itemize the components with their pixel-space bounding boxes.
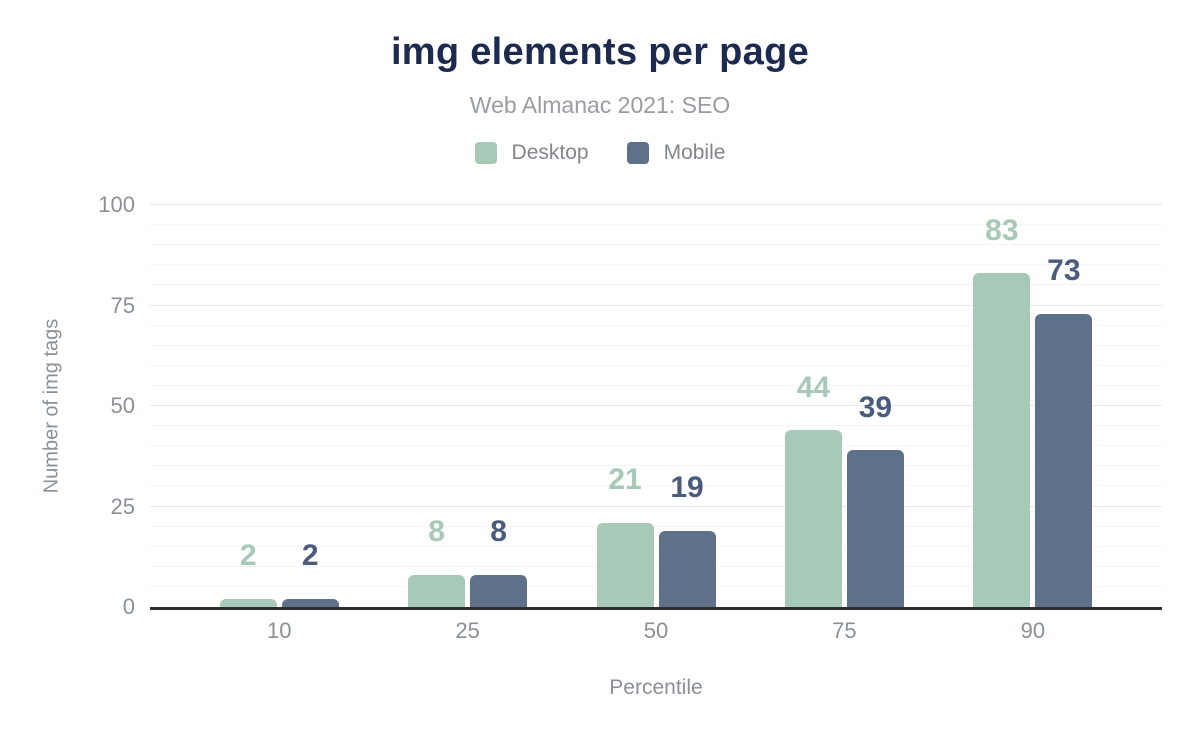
bar-value-label: 8 <box>490 515 507 549</box>
bar-mobile-p75 <box>846 450 904 607</box>
bar-value-label: 83 <box>985 213 1019 247</box>
bar-col-mobile-p10: 2 <box>281 539 339 607</box>
gridline-60 <box>150 364 1162 366</box>
bar-col-mobile-p50: 19 <box>658 471 716 607</box>
y-axis-ticks: 0 25 50 75 100 <box>88 192 135 619</box>
gridline-65 <box>150 344 1162 346</box>
bar-value-label: 2 <box>301 539 319 573</box>
bar-col-desktop-p10: 2 <box>219 539 277 607</box>
bar-col-mobile-p75: 39 <box>846 390 904 607</box>
bar-value-label: 39 <box>858 390 893 424</box>
gridline-85 <box>150 264 1162 266</box>
bar-desktop-p50 <box>596 522 654 607</box>
gridline-15 <box>150 545 1162 547</box>
x-tick-90: 90 <box>1020 618 1046 643</box>
bar-mobile-p90 <box>1035 313 1093 607</box>
x-tick-10: 10 <box>266 618 292 643</box>
gridline-80 <box>150 284 1162 286</box>
bar-value-label: 2 <box>239 539 257 573</box>
gridline-30 <box>150 485 1162 487</box>
bar-col-desktop-p25: 8 <box>408 515 466 607</box>
bar-value-label: 44 <box>796 370 831 404</box>
x-axis-ticks: 10 25 50 75 90 <box>150 618 1162 644</box>
y-tick-25: 25 <box>110 493 135 519</box>
bar-mobile-p10 <box>281 598 339 607</box>
legend-item-desktop: Desktop <box>474 141 589 165</box>
gridline-40 <box>150 445 1162 447</box>
bar-mobile-p50 <box>658 530 716 607</box>
gridline-55 <box>150 384 1162 386</box>
gridline-95 <box>150 224 1162 226</box>
bar-groups: 2 2 8 8 21 19 44 39 83 73 <box>150 205 1162 607</box>
gridline-70 <box>150 324 1162 326</box>
gridline-100 <box>150 204 1162 205</box>
bar-group-p75: 44 39 <box>750 205 938 607</box>
gridline-25 <box>150 505 1162 507</box>
gridline-10 <box>150 565 1162 567</box>
bar-group-p90: 83 73 <box>939 205 1127 607</box>
y-axis-title: Number of img tags <box>40 318 63 494</box>
gridline-75 <box>150 304 1162 306</box>
bar-desktop-p25 <box>408 574 466 607</box>
legend-label: Mobile <box>663 141 726 164</box>
chart-title: img elements per page <box>390 31 810 73</box>
bar-desktop-p10 <box>219 598 277 607</box>
bar-col-mobile-p90: 73 <box>1035 254 1093 607</box>
bar-value-label: 21 <box>608 463 642 497</box>
bar-value-label: 73 <box>1047 254 1081 288</box>
legend-swatch-desktop <box>474 142 497 164</box>
bar-desktop-p75 <box>784 430 842 607</box>
x-tick-25: 25 <box>455 618 480 643</box>
gridline-50 <box>150 405 1162 406</box>
bar-col-desktop-p75: 44 <box>784 370 842 607</box>
bar-col-desktop-p90: 83 <box>973 213 1031 607</box>
legend-item-mobile: Mobile <box>626 141 726 165</box>
bar-desktop-p90 <box>973 273 1031 607</box>
gridline-90 <box>150 244 1162 246</box>
bar-value-label: 8 <box>428 515 445 549</box>
y-tick-0: 0 <box>122 594 135 619</box>
legend: Desktop Mobile <box>0 141 1200 165</box>
bar-col-mobile-p25: 8 <box>470 515 528 607</box>
plot-area: 2 2 8 8 21 19 44 39 83 73 <box>150 204 1162 610</box>
gridline-35 <box>150 465 1162 467</box>
gridline-20 <box>150 525 1162 527</box>
y-tick-50: 50 <box>110 393 135 418</box>
legend-label: Desktop <box>511 141 589 164</box>
x-tick-75: 75 <box>832 618 857 643</box>
chart-subtitle: Web Almanac 2021: SEO <box>469 92 731 118</box>
bar-value-label: 19 <box>670 471 704 505</box>
gridline-5 <box>150 585 1162 587</box>
gridline-45 <box>150 425 1162 427</box>
bar-col-desktop-p50: 21 <box>596 463 654 607</box>
legend-swatch-mobile <box>626 142 649 164</box>
y-tick-100: 100 <box>98 192 135 217</box>
x-tick-50: 50 <box>643 618 669 643</box>
x-axis-title: Percentile <box>609 676 703 699</box>
bar-mobile-p25 <box>470 574 528 607</box>
bar-group-p50: 21 19 <box>562 205 750 607</box>
y-tick-75: 75 <box>110 292 135 318</box>
